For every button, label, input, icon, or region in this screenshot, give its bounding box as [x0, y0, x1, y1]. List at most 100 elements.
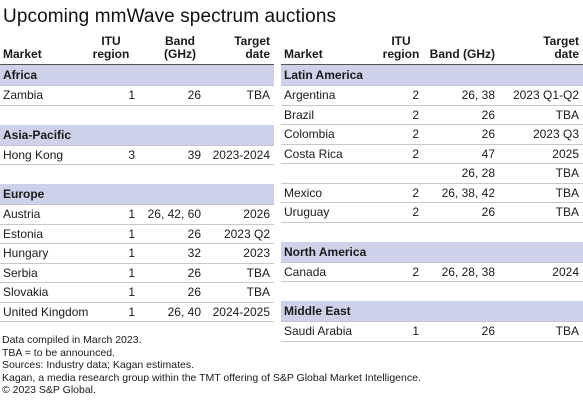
table-row: Mexico 2 26, 38, 42 TBA: [281, 184, 583, 203]
header-band: Band (GHz): [429, 47, 495, 61]
table-row: United Kingdom 1 26, 40 2024-2025: [0, 303, 274, 322]
header-itu-region: ITU region: [86, 35, 136, 61]
table-row: Colombia 2 26 2023 Q3: [281, 125, 583, 145]
cell-date: TBA: [555, 205, 579, 219]
region-asia-pacific: Asia-Pacific: [0, 124, 274, 146]
header-date-line2: date: [245, 47, 270, 61]
header-band: Band (GHz): [160, 35, 200, 61]
cell-date: TBA: [246, 88, 270, 102]
footnotes: Data compiled in March 2023. TBA = to be…: [2, 334, 421, 397]
table-row: Saudi Arabia 1 26 TBA: [281, 322, 583, 342]
right-table: Market ITU region Band (GHz) Target date L…: [281, 34, 583, 342]
cell-market: Saudi Arabia: [284, 324, 353, 338]
cell-band: 26: [481, 205, 495, 219]
cell-market: United Kingdom: [3, 304, 89, 319]
cell-band: 26, 28: [461, 166, 495, 180]
cell-market: Austria: [3, 207, 41, 221]
cell-date: TBA: [555, 324, 579, 338]
header-date-line1: Target: [543, 34, 579, 48]
cell-market: Canada: [284, 264, 327, 279]
cell-itu: 2: [412, 88, 419, 102]
footnote-compiled: Data compiled in March 2023.: [2, 334, 142, 346]
cell-date: 2023: [243, 246, 270, 260]
region-africa: Africa: [0, 65, 274, 86]
cell-band: 26: [481, 324, 495, 338]
cell-market: Argentina: [284, 88, 336, 102]
cell-market: Slovakia: [3, 285, 49, 299]
cell-band: 26: [187, 88, 201, 102]
cell-band: 26, 38, 42: [441, 185, 495, 200]
table-row: Canada 2 26, 28, 38 2024: [281, 263, 583, 282]
cell-itu: 1: [128, 246, 135, 260]
cell-band: 26, 28, 38: [441, 264, 495, 279]
cell-itu: 2: [412, 185, 419, 200]
cell-market: Uruguay: [284, 205, 330, 219]
cell-date: 2023 Q2: [223, 226, 270, 241]
cell-itu: 3: [128, 147, 135, 162]
table-row: Zambia 1 26 TBA: [0, 86, 274, 106]
cell-itu: 1: [128, 285, 135, 299]
cell-date: 2026: [243, 207, 270, 221]
table-row: Slovakia 1 26 TBA: [0, 283, 274, 303]
cell-date: TBA: [246, 285, 270, 299]
header-market: Market: [284, 47, 323, 61]
table-row: Costa Rica 2 47 2025: [281, 145, 583, 164]
cell-market: Hungary: [3, 246, 49, 260]
cell-itu: 1: [128, 304, 135, 319]
region-europe: Europe: [0, 184, 274, 205]
cell-itu: 1: [128, 207, 135, 221]
cell-date: TBA: [246, 265, 270, 280]
region-middle-east: Middle East: [281, 301, 583, 322]
cell-band: 26, 42, 60: [147, 207, 201, 221]
cell-market: Mexico: [284, 185, 323, 200]
cell-market: Zambia: [3, 88, 44, 102]
cell-market: Costa Rica: [284, 146, 343, 161]
table-row: 26, 28 TBA: [281, 164, 583, 184]
cell-market: Colombia: [284, 127, 335, 141]
header-date-line2: date: [554, 47, 579, 61]
cell-date: 2023 Q1-Q2: [512, 88, 579, 102]
cell-band: 47: [481, 146, 495, 161]
cell-band: 39: [187, 147, 201, 162]
table-row: Argentina 2 26, 38 2023 Q1-Q2: [281, 86, 583, 106]
region-latin-america: Latin America: [281, 65, 583, 86]
header-itu-line2: region: [382, 47, 420, 61]
cell-date: TBA: [555, 185, 579, 200]
cell-market: Serbia: [3, 265, 38, 280]
header-band-line1: Band: [165, 34, 195, 48]
region-north-america: North America: [281, 241, 583, 263]
cell-band: 26: [187, 285, 201, 299]
cell-date: 2023 Q3: [532, 127, 579, 141]
cell-market: Brazil: [284, 107, 315, 122]
header-date-line1: Target: [234, 34, 270, 48]
cell-date: TBA: [555, 166, 579, 180]
table-row: Brazil 2 26 TBA: [281, 106, 583, 125]
cell-date: 2025: [552, 146, 579, 161]
header-itu-line2: region: [92, 47, 130, 61]
cell-band: 26: [187, 226, 201, 241]
cell-band: 26, 38: [461, 88, 495, 102]
cell-itu: 1: [128, 226, 135, 241]
footnote-kagan: Kagan, a media research group within the…: [2, 371, 421, 384]
cell-date: 2024-2025: [212, 304, 270, 319]
header-target-date: Target date: [529, 35, 579, 61]
right-table-header: Market ITU region Band (GHz) Target date: [281, 34, 583, 65]
cell-band: 26: [187, 265, 201, 280]
header-itu-region: ITU region: [381, 35, 421, 61]
table-row: Hungary 1 32 2023: [0, 244, 274, 264]
left-table-header: Market ITU region Band (GHz) Target date: [0, 34, 274, 65]
cell-itu: 2: [412, 107, 419, 122]
table-row: Hong Kong 3 39 2023-2024: [0, 146, 274, 165]
page-title: Upcoming mmWave spectrum auctions: [3, 6, 337, 27]
cell-band: 26, 40: [167, 304, 201, 319]
cell-itu: 1: [128, 265, 135, 280]
table-row: Serbia 1 26 TBA: [0, 264, 274, 283]
cell-date: 2024: [552, 264, 579, 279]
cell-date: TBA: [555, 107, 579, 122]
cell-itu: 1: [412, 324, 419, 338]
footnote-copyright: © 2023 S&P Global.: [2, 384, 96, 397]
left-table: Market ITU region Band (GHz) Target date Af…: [0, 34, 274, 322]
cell-market: Estonia: [3, 226, 44, 241]
cell-itu: 2: [412, 264, 419, 279]
header-band-line2: (GHz): [164, 47, 196, 61]
